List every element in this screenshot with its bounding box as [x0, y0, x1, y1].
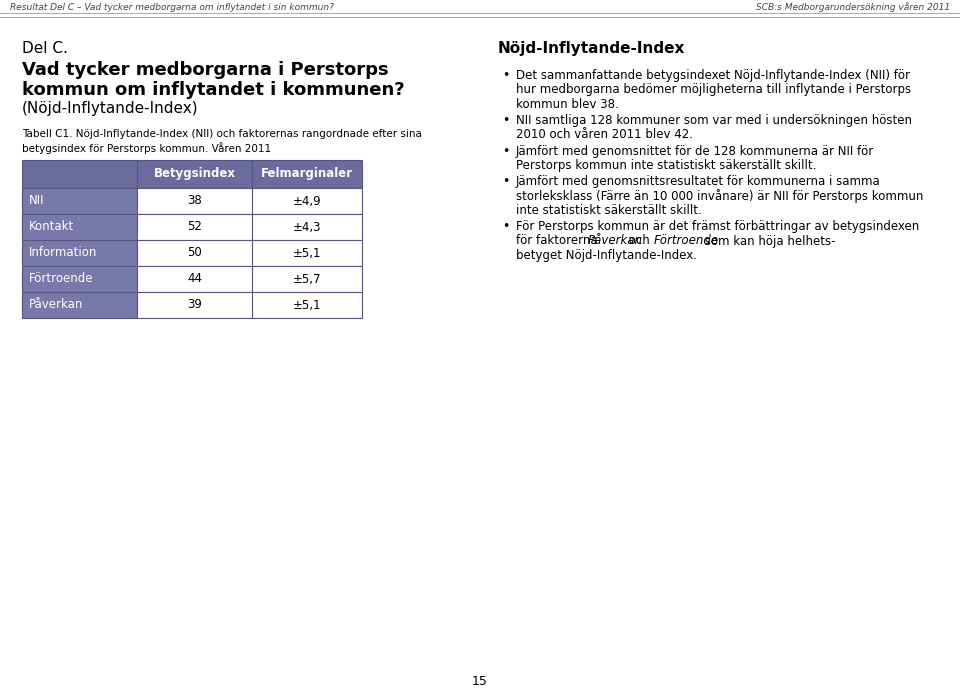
Bar — [252, 266, 362, 292]
Text: och: och — [625, 235, 658, 248]
Text: 15: 15 — [472, 675, 488, 688]
Text: Förtroende: Förtroende — [654, 235, 719, 248]
Bar — [252, 292, 362, 318]
Text: Kontakt: Kontakt — [29, 221, 74, 233]
Bar — [137, 266, 252, 292]
Bar — [22, 266, 137, 292]
Text: ±4,9: ±4,9 — [293, 194, 322, 207]
Bar — [252, 188, 362, 214]
Text: Information: Information — [29, 246, 97, 260]
Text: storleksklass (Färre än 10 000 invånare) är NII för Perstorps kommun: storleksklass (Färre än 10 000 invånare)… — [516, 189, 924, 203]
Text: Jämfört med genomsnittet för de 128 kommunerna är NII för: Jämfört med genomsnittet för de 128 komm… — [516, 145, 875, 157]
Text: ±4,3: ±4,3 — [293, 221, 322, 233]
Text: kommun om inflytandet i kommunen?: kommun om inflytandet i kommunen? — [22, 81, 404, 99]
Text: kommun blev 38.: kommun blev 38. — [516, 98, 619, 111]
Bar — [252, 240, 362, 266]
Text: 44: 44 — [187, 273, 202, 285]
Text: •: • — [502, 114, 510, 127]
Text: 52: 52 — [187, 221, 202, 233]
Text: •: • — [502, 175, 510, 188]
Text: Betygsindex: Betygsindex — [154, 168, 235, 180]
Text: 39: 39 — [187, 299, 202, 312]
Text: ±5,1: ±5,1 — [293, 246, 322, 260]
Text: 38: 38 — [187, 194, 202, 207]
Bar — [22, 292, 137, 318]
Bar — [137, 188, 252, 214]
Text: ±5,7: ±5,7 — [293, 273, 322, 285]
Bar — [252, 160, 362, 188]
Text: som kan höja helhets-: som kan höja helhets- — [701, 235, 836, 248]
Text: För Perstorps kommun är det främst förbättringar av betygsindexen: För Perstorps kommun är det främst förbä… — [516, 220, 920, 233]
Bar — [22, 214, 137, 240]
Text: betyget Nöjd-Inflytande-Index.: betyget Nöjd-Inflytande-Index. — [516, 249, 697, 262]
Bar — [137, 160, 252, 188]
Text: inte statistiskt säkerställt skillt.: inte statistiskt säkerställt skillt. — [516, 204, 702, 217]
Text: Det sammanfattande betygsindexet Nöjd-Inflytande-Index (NII) för: Det sammanfattande betygsindexet Nöjd-In… — [516, 69, 910, 82]
Bar — [137, 240, 252, 266]
Text: Del C.: Del C. — [22, 41, 68, 56]
Text: hur medborgarna bedömer möjligheterna till inflytande i Perstorps: hur medborgarna bedömer möjligheterna ti… — [516, 84, 911, 97]
Text: 50: 50 — [187, 246, 202, 260]
Bar — [22, 188, 137, 214]
Text: •: • — [502, 69, 510, 82]
Bar — [252, 214, 362, 240]
Text: Resultat Del C – Vad tycker medborgarna om inflytandet i sin kommun?: Resultat Del C – Vad tycker medborgarna … — [10, 3, 334, 12]
Text: Påverkan: Påverkan — [29, 299, 84, 312]
Text: •: • — [502, 145, 510, 157]
Text: ±5,1: ±5,1 — [293, 299, 322, 312]
Text: betygsindex för Perstorps kommun. Våren 2011: betygsindex för Perstorps kommun. Våren … — [22, 142, 271, 154]
Text: (Nöjd-Inflytande-Index): (Nöjd-Inflytande-Index) — [22, 101, 199, 116]
Bar — [137, 292, 252, 318]
Bar — [22, 160, 137, 188]
Text: NII samtliga 128 kommuner som var med i undersökningen hösten: NII samtliga 128 kommuner som var med i … — [516, 114, 912, 127]
Text: SCB:s Medborgarundersökning våren 2011: SCB:s Medborgarundersökning våren 2011 — [756, 2, 950, 12]
Text: NII: NII — [29, 194, 44, 207]
Text: Påverkan: Påverkan — [588, 235, 642, 248]
Text: 2010 och våren 2011 blev 42.: 2010 och våren 2011 blev 42. — [516, 129, 693, 141]
Text: Förtroende: Förtroende — [29, 273, 93, 285]
Bar — [137, 214, 252, 240]
Text: Jämfört med genomsnittsresultatet för kommunerna i samma: Jämfört med genomsnittsresultatet för ko… — [516, 175, 880, 188]
Text: Felmarginaler: Felmarginaler — [261, 168, 353, 180]
Text: Vad tycker medborgarna i Perstorps: Vad tycker medborgarna i Perstorps — [22, 61, 389, 79]
Text: Nöjd-Inflytande-Index: Nöjd-Inflytande-Index — [498, 41, 685, 56]
Text: Tabell C1. Nöjd-Inflytande-Index (NII) och faktorernas rangordnade efter sina: Tabell C1. Nöjd-Inflytande-Index (NII) o… — [22, 129, 421, 139]
Text: •: • — [502, 220, 510, 233]
Text: för faktorerna: för faktorerna — [516, 235, 601, 248]
Text: Perstorps kommun inte statistiskt säkerställt skillt.: Perstorps kommun inte statistiskt säkers… — [516, 159, 816, 172]
Bar — [22, 240, 137, 266]
